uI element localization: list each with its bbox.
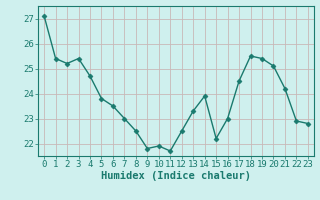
X-axis label: Humidex (Indice chaleur): Humidex (Indice chaleur) (101, 171, 251, 181)
